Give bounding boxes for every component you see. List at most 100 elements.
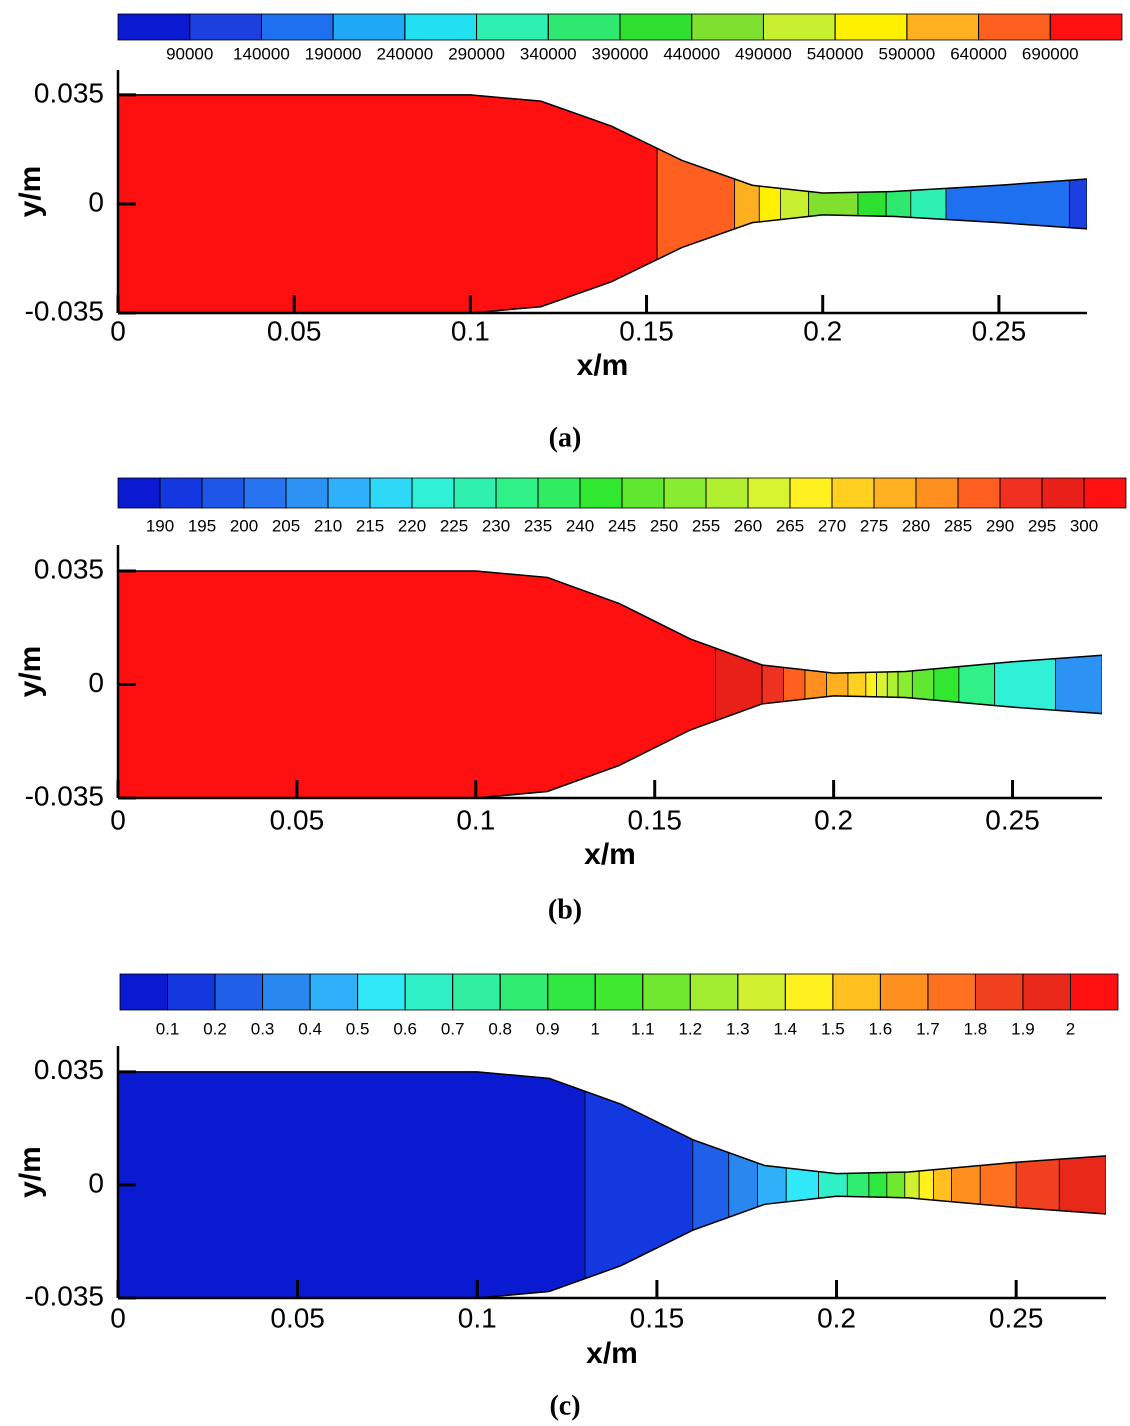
x-tick-label: 0.1 [458,1302,497,1333]
contour-band [808,94,859,313]
colorbar-label: 140000 [233,44,290,63]
colorbar-swatch [832,973,881,1011]
colorbar-swatch [201,477,245,509]
contour-band [118,570,716,798]
colorbar-label: 2 [1066,1019,1075,1038]
colorbar-swatch [357,973,406,1011]
x-tick-label: 0.2 [814,804,853,835]
colorbar-label: 200 [230,516,258,535]
colorbar-label: 440000 [663,44,720,63]
x-axis-label: x/m [584,838,636,871]
contour-band [1068,94,1087,313]
contour-band [910,94,947,313]
contour-band [958,570,996,798]
colorbar-swatch [784,973,834,1011]
colorbar-swatch [327,477,371,509]
contour-band [918,1071,934,1298]
x-tick-label: 0.25 [985,804,1040,835]
colorbar-swatch [789,477,833,509]
colorbar-label: 215 [356,516,384,535]
wall-bottom [118,214,1088,314]
x-tick-label: 0.25 [972,315,1027,346]
x-axis-label: x/m [586,1337,638,1370]
contour-band [1055,570,1102,798]
contour-band [933,1071,952,1298]
colorbar-label: 270 [818,516,846,535]
colorbar-swatch [404,973,454,1011]
caption: (b) [548,894,582,925]
colorbar-label: 240000 [376,44,433,63]
colorbar-swatch [642,973,691,1011]
colorbar-label: 255 [692,516,720,535]
colorbar-label: 190000 [305,44,362,63]
contour-band [847,570,867,798]
colorbar-swatch [243,477,287,509]
contour-band [945,94,1070,313]
colorbar-label: 295 [1028,516,1056,535]
colorbar-label: 250 [650,516,678,535]
colorbar-swatch [159,477,203,509]
field [118,94,1087,313]
contour-band [656,94,736,313]
colorbar-label: 285 [944,516,972,535]
colorbar-swatch [879,973,929,1011]
x-tick-label: 0.2 [817,1302,856,1333]
colorbar-swatch [927,973,976,1011]
colorbar-label: 390000 [592,44,649,63]
contour-band [783,570,806,798]
colorbar-label: 245 [608,516,636,535]
colorbar-swatch [332,13,406,41]
colorbar-swatch [663,477,707,509]
colorbar-swatch [689,973,739,1011]
wall-bottom [118,1195,1107,1299]
x-tick-label: 0.05 [270,1302,325,1333]
colorbar-label: 260 [734,516,762,535]
colorbar-swatch [691,13,764,41]
colorbar-label: 0.6 [393,1019,417,1038]
colorbar-swatch [537,477,581,509]
colorbar-swatch [476,13,549,41]
wall-bottom [118,695,1103,799]
colorbar-label: 1.6 [869,1019,893,1038]
colorbar-label: 290 [986,516,1014,535]
colorbar-swatch [579,477,623,509]
x-tick-label: 0.15 [627,804,682,835]
colorbar-swatch [189,13,262,41]
colorbar-swatch [285,477,329,509]
contour-band [911,570,935,798]
colorbar-swatch [1041,477,1085,509]
colorbar-label: 0.2 [203,1019,227,1038]
contour-band [758,94,781,313]
contour-band [826,570,849,798]
colorbar-swatch [957,477,1001,509]
colorbar-swatch [831,477,875,509]
colorbar-label: 190 [146,516,174,535]
colorbar-swatch [1070,973,1119,1011]
x-tick-label: 0.1 [456,804,495,835]
colorbar-label: 1 [591,1019,600,1038]
x-tick-label: 0 [110,1302,126,1333]
y-tick-label: 0 [88,667,104,698]
colorbar-label: 290000 [448,44,505,63]
colorbar-label: 0.7 [441,1019,465,1038]
colorbar-swatch [619,13,693,41]
colorbar-label: 275 [860,516,888,535]
caption: (a) [549,422,582,453]
colorbar-swatch [999,477,1043,509]
colorbar-swatch [452,973,501,1011]
x-tick-label: 0.25 [989,1302,1044,1333]
colorbar-label: 0.8 [488,1019,512,1038]
wall-top [118,570,1103,674]
colorbar-swatch [547,973,596,1011]
colorbar-label: 690000 [1022,44,1079,63]
colorbar-label: 205 [272,516,300,535]
x-tick-label: 0.05 [270,804,325,835]
colorbar-swatch [621,477,665,509]
colorbar-label: 265 [776,516,804,535]
colorbar-swatch [404,13,477,41]
x-tick-label: 0.15 [630,1302,685,1333]
panel: 0.1 0.2 0.3 0.4 0.5 0.6 0.7 0.8 0.9 1 1.1 1.2 1.3 1.4… [14,973,1119,1421]
colorbar-label: 230 [482,516,510,535]
colorbar-swatch [369,477,413,509]
